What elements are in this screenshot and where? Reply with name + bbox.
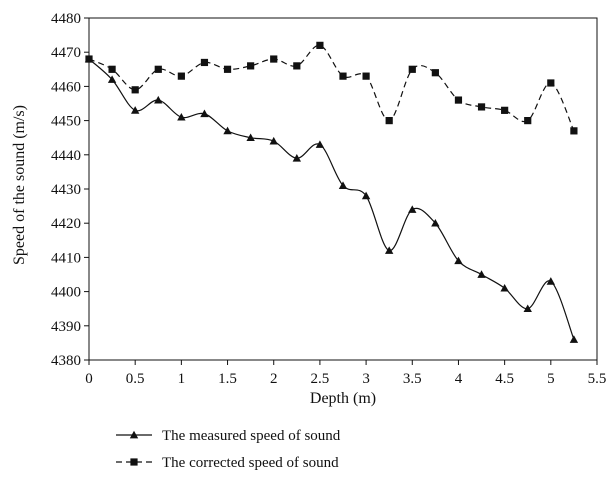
triangle-marker (384, 246, 394, 254)
y-tick-label: 4440 (51, 148, 81, 164)
square-marker (454, 96, 463, 104)
legend-item: The measured speed of sound (116, 428, 341, 444)
y-tick-label: 4410 (51, 250, 81, 266)
triangle-marker (315, 140, 325, 148)
legend-triangle-marker (129, 430, 139, 439)
y-tick-label: 4390 (51, 319, 81, 335)
triangle-marker (246, 133, 255, 142)
square-marker (547, 79, 555, 87)
triangle-marker (130, 106, 140, 114)
y-tick-label: 4380 (51, 353, 81, 369)
x-axis-title: Depth (m) (310, 390, 376, 407)
square-marker (477, 103, 486, 111)
square-marker (131, 86, 139, 94)
square-marker (293, 62, 301, 70)
legend-item: The corrected speed of sound (116, 455, 339, 471)
square-marker (154, 65, 162, 73)
square-marker (177, 72, 185, 80)
x-tick-label: 5.5 (588, 371, 607, 387)
legend-label: The measured speed of sound (162, 428, 341, 444)
x-tick-label: 2.5 (311, 371, 330, 387)
legend-label: The corrected speed of sound (162, 455, 339, 471)
x-tick-label: 4.5 (495, 371, 514, 387)
y-tick-label: 4450 (51, 114, 81, 130)
legend-square-marker (130, 458, 138, 466)
triangle-marker (292, 154, 302, 162)
y-tick-label: 4430 (51, 182, 81, 198)
square-marker (316, 41, 324, 49)
series-2 (85, 41, 578, 135)
square-marker (524, 117, 532, 125)
y-tick-label: 4480 (51, 11, 81, 27)
series-line (88, 58, 575, 340)
square-marker (339, 72, 347, 80)
triangle-marker (107, 75, 117, 83)
x-tick-label: 1 (178, 371, 186, 387)
series-1 (84, 54, 579, 343)
y-tick-label: 4420 (51, 216, 81, 232)
square-marker (270, 55, 278, 63)
triangle-marker (154, 95, 163, 104)
x-tick-label: 3 (362, 371, 370, 387)
y-axis-title: Speed of the sound (m/s) (11, 105, 28, 265)
square-marker (200, 58, 209, 67)
y-tick-label: 4460 (51, 79, 81, 95)
triangle-marker (431, 219, 440, 227)
triangle-marker (523, 304, 532, 313)
axes (84, 17, 598, 365)
square-marker (108, 65, 116, 73)
square-marker (362, 72, 370, 80)
x-tick-label: 3.5 (403, 371, 422, 387)
triangle-marker (477, 270, 486, 278)
triangle-marker (200, 109, 209, 118)
triangle-marker (569, 335, 579, 343)
square-marker (431, 69, 439, 77)
x-tick-label: 5 (547, 371, 555, 387)
y-tick-label: 4470 (51, 45, 81, 61)
x-tick-label: 2 (270, 371, 278, 387)
x-tick-label: 1.5 (218, 371, 237, 387)
triangle-marker (454, 256, 463, 265)
square-marker (570, 127, 578, 135)
series-line (88, 44, 575, 132)
triangle-marker (361, 191, 371, 200)
x-tick-label: 0.5 (126, 371, 145, 387)
square-marker (385, 117, 393, 125)
plot-frame (88, 17, 598, 361)
triangle-marker (500, 283, 509, 292)
square-marker (408, 65, 416, 73)
y-tick-label: 4400 (51, 285, 81, 301)
triangle-marker (408, 205, 417, 213)
triangle-marker (177, 112, 186, 121)
legend: The measured speed of sound The corrected… (116, 428, 341, 471)
series-group (84, 41, 579, 343)
x-tick-label: 0 (85, 371, 93, 387)
triangle-marker (546, 277, 556, 285)
triangle-marker (338, 181, 348, 189)
square-marker (501, 106, 509, 114)
triangle-marker (269, 136, 278, 145)
square-marker (247, 62, 255, 70)
square-marker (223, 65, 232, 73)
triangle-marker (223, 126, 232, 135)
square-marker (85, 55, 93, 63)
x-tick-label: 4 (455, 371, 463, 387)
tick-labels: 0 0.5 1 1.5 2 2.5 3 3.5 4 4.5 5 5.5 4380 4390 4400 4410… (51, 11, 606, 387)
